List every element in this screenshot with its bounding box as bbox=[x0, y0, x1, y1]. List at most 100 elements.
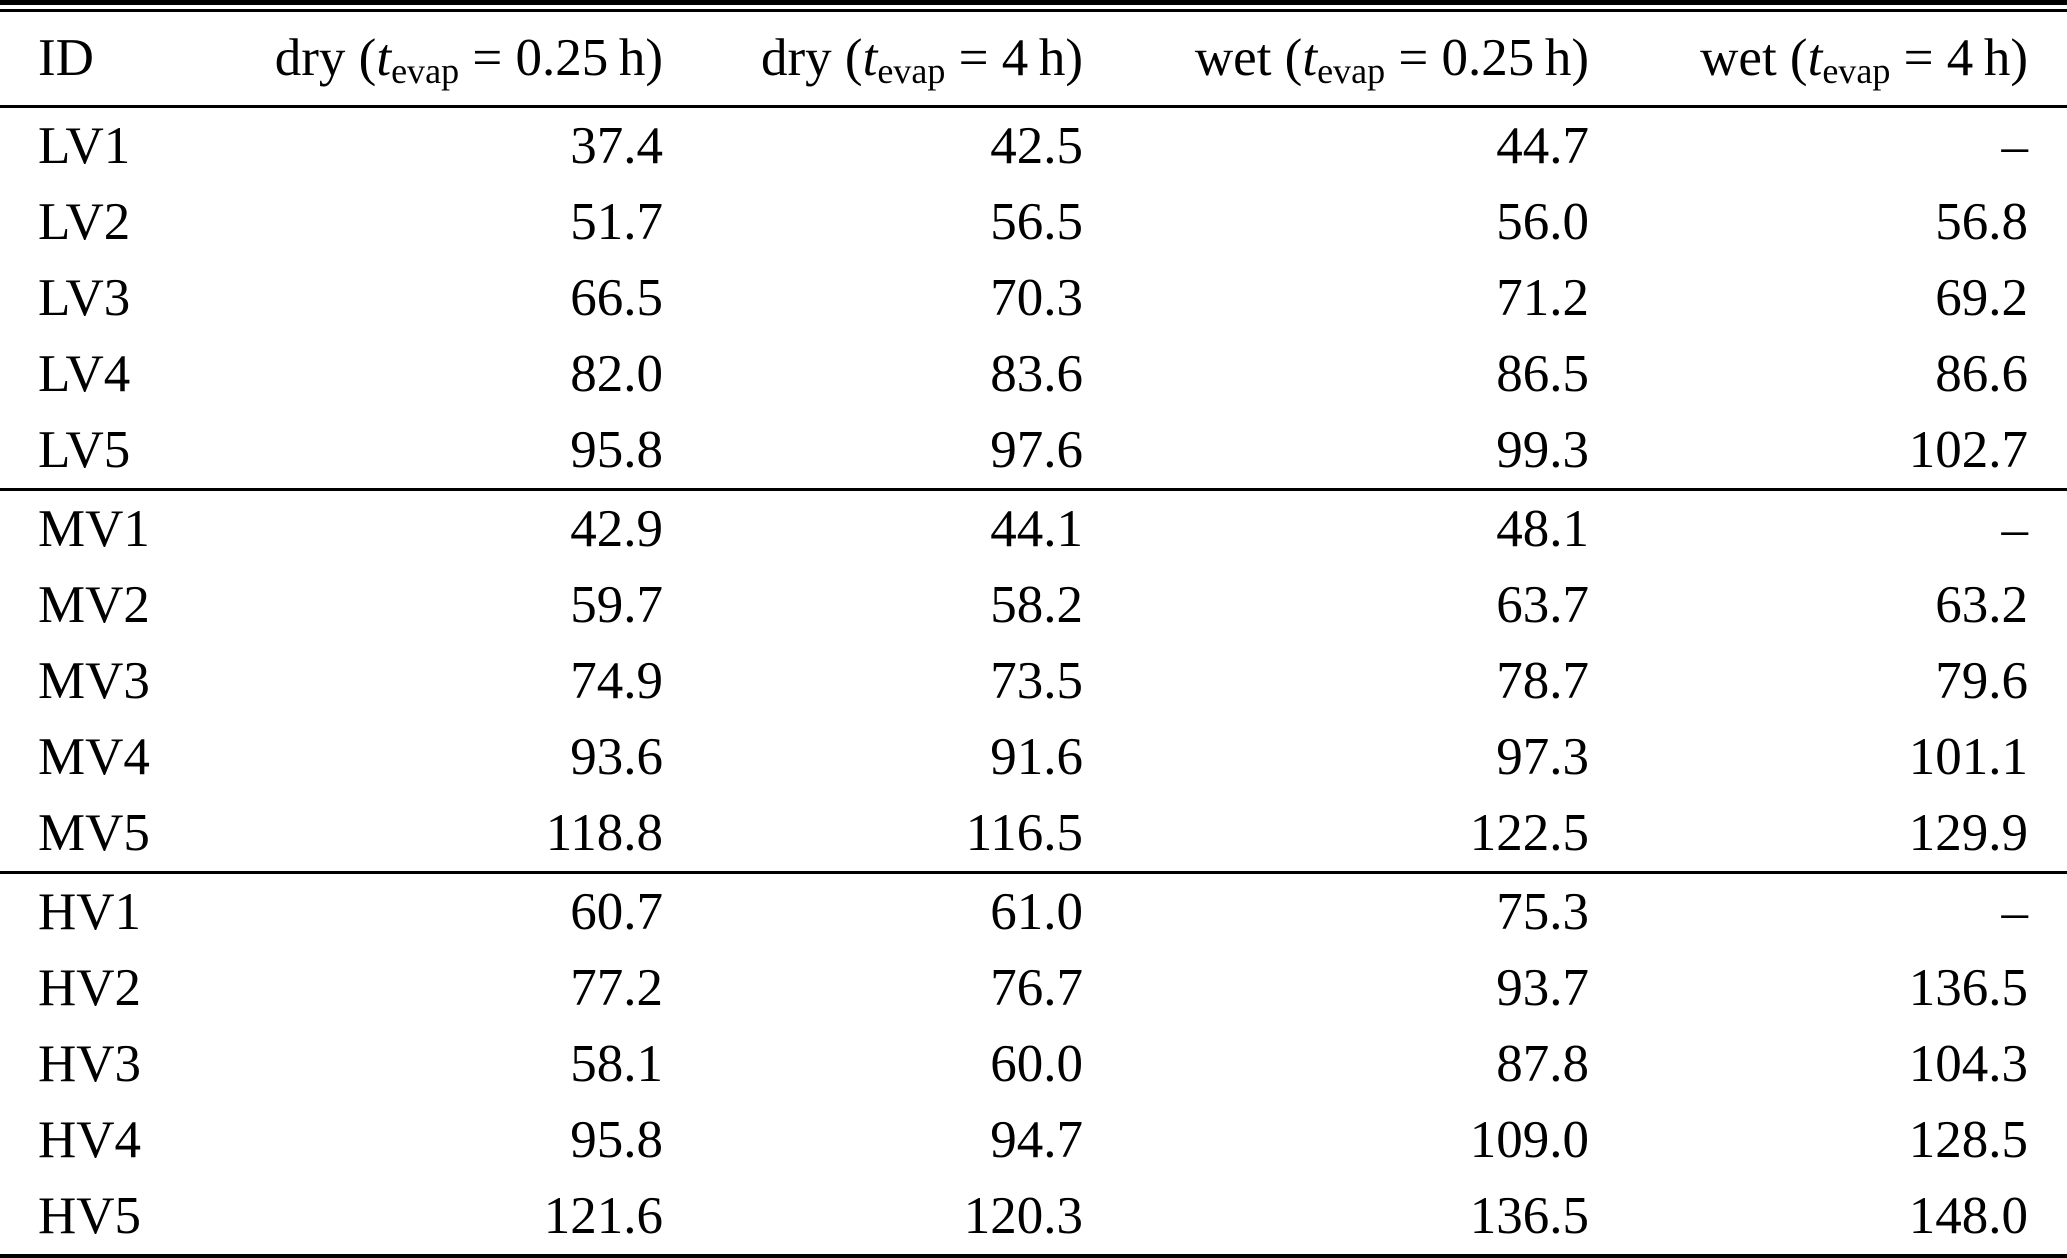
top-rule-heavy bbox=[0, 0, 2067, 5]
cell-value: 121.6 bbox=[543, 1186, 663, 1245]
header-text: wet ( bbox=[1194, 29, 1303, 87]
cell-value: 60.7 bbox=[570, 882, 663, 941]
header-id: ID bbox=[0, 12, 185, 107]
cell-value: 102.7 bbox=[1908, 420, 2028, 479]
header-sub-evap: evap bbox=[391, 50, 460, 91]
top-rule-gap bbox=[0, 5, 2067, 9]
header-var-t: t bbox=[1807, 29, 1823, 87]
header-dry-tevap-4h: dry (tevap = 4 h) bbox=[663, 12, 1083, 107]
table-row: LV3 66.5 70.3 71.2 69.2 bbox=[0, 260, 2067, 336]
cell-value: 95.8 bbox=[570, 1110, 663, 1169]
header-text: dry ( bbox=[274, 29, 377, 87]
cell-value: 73.5 bbox=[990, 651, 1083, 710]
cell-value: – bbox=[2001, 499, 2029, 558]
table-group-2: MV1 42.9 44.1 48.1 – MV2 59.7 58.2 63.7 63.2 MV3 74… bbox=[0, 489, 2067, 873]
cell-value: 56.0 bbox=[1496, 192, 1589, 251]
cell-value: 116.5 bbox=[965, 803, 1083, 862]
cell-value: 82.0 bbox=[570, 344, 663, 403]
header-text: dry ( bbox=[761, 29, 863, 87]
cell-value: 69.2 bbox=[1935, 268, 2028, 327]
cell-value: 58.2 bbox=[990, 575, 1083, 634]
table-row: LV5 95.8 97.6 99.3 102.7 bbox=[0, 412, 2067, 490]
row-id: MV5 bbox=[38, 803, 150, 862]
cell-value: 122.5 bbox=[1469, 803, 1589, 862]
table-header-row: ID dry (tevap = 0.25 h) dry (tevap = 4 h… bbox=[0, 12, 2067, 107]
row-id: MV1 bbox=[38, 499, 150, 558]
header-var-t: t bbox=[862, 29, 878, 87]
header-sub-evap: evap bbox=[1822, 50, 1891, 91]
row-id: HV4 bbox=[38, 1110, 142, 1169]
cell-value: 86.6 bbox=[1935, 344, 2028, 403]
cell-value: 95.8 bbox=[570, 420, 663, 479]
top-rule-thin bbox=[0, 9, 2067, 12]
header-text: = 0.25 h) bbox=[1385, 29, 1589, 87]
header-dry-tevap-0-25h: dry (tevap = 0.25 h) bbox=[185, 12, 663, 107]
cell-value: 86.5 bbox=[1496, 344, 1589, 403]
cell-value: 42.5 bbox=[990, 116, 1083, 175]
header-wet-tevap-4h: wet (tevap = 4 h) bbox=[1589, 12, 2067, 107]
cell-value: 71.2 bbox=[1496, 268, 1589, 327]
row-id: LV1 bbox=[38, 116, 131, 175]
row-id: MV3 bbox=[38, 651, 150, 710]
cell-value: 120.3 bbox=[963, 1186, 1083, 1245]
header-id-label: ID bbox=[38, 29, 94, 87]
table-row: HV2 77.2 76.7 93.7 136.5 bbox=[0, 950, 2067, 1026]
cell-value: 42.9 bbox=[570, 499, 663, 558]
cell-value: 79.6 bbox=[1935, 651, 2028, 710]
cell-value: – bbox=[2001, 116, 2029, 175]
cell-value: 136.5 bbox=[1908, 958, 2028, 1017]
cell-value: 63.2 bbox=[1935, 575, 2028, 634]
cell-value: 63.7 bbox=[1496, 575, 1589, 634]
header-text: = 4 h) bbox=[1890, 29, 2028, 87]
table-row: LV4 82.0 83.6 86.5 86.6 bbox=[0, 336, 2067, 412]
table-row: HV4 95.8 94.7 109.0 128.5 bbox=[0, 1102, 2067, 1178]
table-row: MV5 118.8 116.5 122.5 129.9 bbox=[0, 795, 2067, 873]
row-id: LV5 bbox=[38, 420, 131, 479]
cell-value: 83.6 bbox=[990, 344, 1083, 403]
header-var-t: t bbox=[1302, 29, 1318, 87]
cell-value: 70.3 bbox=[990, 268, 1083, 327]
cell-value: 56.8 bbox=[1935, 192, 2028, 251]
header-var-t: t bbox=[376, 29, 392, 87]
row-id: MV2 bbox=[38, 575, 150, 634]
table-header: ID dry (tevap = 0.25 h) dry (tevap = 4 h… bbox=[0, 12, 2067, 107]
cell-value: 97.3 bbox=[1496, 727, 1589, 786]
cell-value: 58.1 bbox=[570, 1034, 663, 1093]
header-sub-evap: evap bbox=[1317, 50, 1386, 91]
header-sub-evap: evap bbox=[877, 50, 946, 91]
cell-value: 148.0 bbox=[1908, 1186, 2028, 1245]
table-group-1: LV1 37.4 42.5 44.7 – LV2 51.7 56.5 56.0 56.8 LV3 66… bbox=[0, 107, 2067, 490]
cell-value: 77.2 bbox=[570, 958, 663, 1017]
row-id: HV1 bbox=[38, 882, 142, 941]
cell-value: 37.4 bbox=[570, 116, 663, 175]
cell-value: 51.7 bbox=[570, 192, 663, 251]
table-row: MV3 74.9 73.5 78.7 79.6 bbox=[0, 643, 2067, 719]
table-row: MV4 93.6 91.6 97.3 101.1 bbox=[0, 719, 2067, 795]
cell-value: 78.7 bbox=[1496, 651, 1589, 710]
table-row: LV1 37.4 42.5 44.7 – bbox=[0, 107, 2067, 185]
row-id: HV5 bbox=[38, 1186, 142, 1245]
header-text: wet ( bbox=[1700, 29, 1808, 87]
table-row: HV5 121.6 120.3 136.5 148.0 bbox=[0, 1178, 2067, 1254]
cell-value: 60.0 bbox=[990, 1034, 1083, 1093]
cell-value: 129.9 bbox=[1908, 803, 2028, 862]
bottom-rule bbox=[0, 1254, 2067, 1258]
row-id: LV2 bbox=[38, 192, 131, 251]
header-text: = 4 h) bbox=[945, 29, 1083, 87]
cell-value: 44.7 bbox=[1496, 116, 1589, 175]
row-id: HV3 bbox=[38, 1034, 142, 1093]
cell-value: 128.5 bbox=[1908, 1110, 2028, 1169]
table-group-3: HV1 60.7 61.0 75.3 – HV2 77.2 76.7 93.7 136.5 HV3 5… bbox=[0, 872, 2067, 1255]
row-id: HV2 bbox=[38, 958, 142, 1017]
row-id: LV4 bbox=[38, 344, 131, 403]
cell-value: 118.8 bbox=[545, 803, 663, 862]
table-row: HV1 60.7 61.0 75.3 – bbox=[0, 873, 2067, 951]
cell-value: 101.1 bbox=[1908, 727, 2028, 786]
row-id: LV3 bbox=[38, 268, 131, 327]
cell-value: 94.7 bbox=[990, 1110, 1083, 1169]
cell-value: 61.0 bbox=[990, 882, 1083, 941]
cell-value: 48.1 bbox=[1496, 499, 1589, 558]
table-row: HV3 58.1 60.0 87.8 104.3 bbox=[0, 1026, 2067, 1102]
cell-value: – bbox=[2001, 882, 2029, 941]
cell-value: 74.9 bbox=[570, 651, 663, 710]
